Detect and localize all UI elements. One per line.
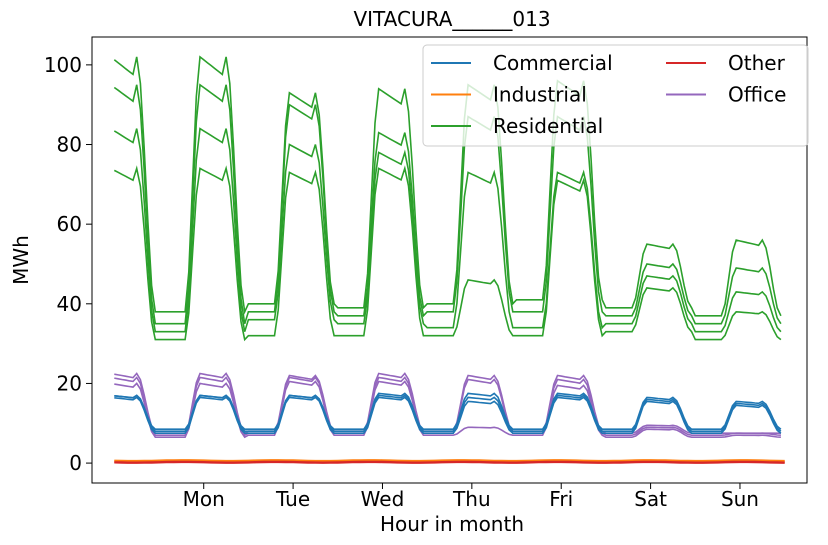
series-line-residential [113, 165, 782, 342]
y-tick-label: 20 [57, 371, 82, 395]
legend: Commercial Industrial Residential Other Offi… [422, 44, 809, 147]
series-line-residential [113, 55, 782, 317]
x-tick-label: Thu [452, 487, 491, 511]
series-line-commercial [114, 392, 782, 431]
x-tick-label: Wed [361, 487, 405, 511]
y-axis: 0 20 40 60 80 100 [44, 53, 92, 475]
series-line-residential [113, 83, 782, 325]
series-lines [113, 55, 785, 464]
x-tick-label: Fri [549, 487, 573, 511]
legend-label: Industrial [493, 83, 587, 107]
legend-box [422, 44, 809, 147]
legend-label: Residential [493, 114, 603, 138]
series-line-residential [113, 127, 782, 333]
legend-label: Office [728, 83, 786, 107]
y-tick-label: 80 [57, 133, 82, 157]
series-line-office [114, 380, 781, 439]
series-line-industrial [114, 459, 785, 462]
x-tick-label: Mon [183, 487, 225, 511]
y-axis-label: MWh [9, 235, 33, 285]
y-tick-label: 100 [44, 53, 82, 77]
x-tick-label: Tue [275, 487, 310, 511]
chart-title: VITACURA______013 [353, 7, 550, 31]
series-line-other [114, 460, 785, 464]
legend-label: Other [728, 51, 786, 75]
y-tick-label: 40 [57, 292, 82, 316]
plot-frame [91, 36, 808, 484]
x-tick-label: Sun [721, 487, 759, 511]
x-axis-label: Hour in month [380, 512, 524, 536]
legend-label: Commercial [493, 51, 613, 75]
y-tick-label: 60 [57, 212, 82, 236]
x-tick-label: Sat [634, 487, 667, 511]
x-axis: Mon Tue Wed Thu Fri Sat Sun [183, 483, 759, 511]
y-tick-label: 0 [69, 451, 82, 475]
series-line-commercial [114, 396, 782, 435]
